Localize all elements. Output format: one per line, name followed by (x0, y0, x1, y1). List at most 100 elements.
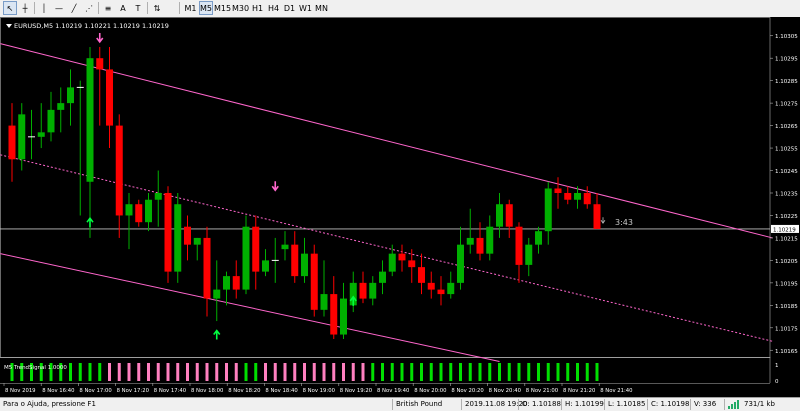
time-tick-label: 8 Nov 18:40 (265, 388, 298, 394)
equidistant-channel-icon[interactable]: ⋰ (85, 3, 93, 13)
chevron-down-icon[interactable] (6, 24, 12, 28)
status-profile[interactable]: British Pound (396, 400, 443, 408)
channel-upper-line[interactable] (0, 43, 773, 239)
status-close: C: 1.10198 (651, 400, 690, 408)
timeframe-m5-button[interactable]: M5 (199, 1, 213, 15)
price-tick-label: 1.10275 (775, 102, 798, 108)
candle-body (535, 231, 542, 245)
timeframe-d1-button[interactable]: D1 (283, 3, 296, 13)
candle-body (330, 294, 338, 335)
trend-signal-bar (429, 363, 433, 381)
channel-lines[interactable] (0, 43, 773, 362)
candle-body (301, 253, 308, 277)
trend-signal-bar (20, 363, 24, 381)
candle-body (554, 188, 562, 193)
trend-signal-bar (351, 363, 355, 381)
trend-signal-bar (264, 363, 267, 381)
candle-body (398, 253, 406, 261)
candle-body (115, 125, 123, 216)
trend-signal-bar (361, 363, 365, 381)
price-chart[interactable]: 1.10305 1.10295 1.10285 1.10275 1.10265 1.102… (0, 17, 800, 397)
sell-signal-arrow-icon (96, 32, 104, 44)
candle-body (379, 271, 386, 283)
channel-middle-line[interactable] (0, 154, 773, 342)
candle-body (262, 260, 269, 272)
trend-signal-bar (459, 363, 462, 381)
time-tick-label: 8 Nov 20:00 (414, 388, 447, 394)
time-tick-label: 8 Nov 16:40 (42, 388, 75, 394)
indicator-window[interactable]: M5 TrendSignal 1.0000 1 0 (0, 357, 779, 385)
candle-body (310, 253, 318, 310)
trend-signal-bar (283, 363, 287, 381)
chart-window[interactable]: 1.10305 1.10295 1.10285 1.10275 1.10265 1.102… (0, 17, 800, 397)
trend-signal-bar (566, 363, 570, 381)
time-tick-label: 8 Nov 17:00 (79, 388, 112, 394)
timeframe-m30-button[interactable]: M30 (231, 3, 250, 13)
status-high: H: 1.10199 (565, 400, 604, 408)
candle-body (359, 282, 367, 299)
trendline-icon[interactable]: ╱ (71, 3, 77, 13)
cursor-icon[interactable]: ↖ (3, 1, 17, 15)
candle-body (86, 58, 94, 182)
timeframe-h1-button[interactable]: H1 (251, 3, 264, 13)
timeframe-mn-button[interactable]: MN (315, 3, 328, 13)
candle-body (67, 87, 74, 104)
candle-body (476, 237, 484, 254)
buy-signal-arrow-icon (349, 295, 357, 306)
time-tick-label: 8 Nov 19:20 (340, 388, 373, 394)
trend-signal-bar (390, 363, 394, 381)
trend-signal-bar (88, 363, 92, 381)
price-tick-label: 1.10175 (775, 326, 798, 332)
candle-body (135, 204, 143, 223)
candle-body (544, 188, 552, 232)
current-price-label: 1.10219 (773, 227, 796, 233)
candle-body (593, 204, 601, 229)
trend-signal-bar (78, 363, 82, 381)
candle-body (203, 237, 211, 299)
trend-signal-bar (585, 363, 589, 381)
text-icon[interactable]: A (120, 3, 126, 13)
buy-signal-arrow-icon (86, 216, 94, 228)
trend-signal-bar (49, 363, 53, 381)
trend-signal-bar (98, 363, 102, 381)
candle-body (408, 260, 416, 268)
connection-bars-icon[interactable] (728, 400, 741, 409)
price-axis[interactable]: 1.10305 1.10295 1.10285 1.10275 1.10265 1.102… (770, 34, 799, 355)
candle-body (418, 267, 425, 283)
candle-body (184, 226, 191, 245)
trend-signal-bar (312, 363, 316, 381)
price-tick-label: 1.10185 (775, 304, 798, 310)
timeframe-m1-button[interactable]: M1 (184, 3, 197, 13)
timeframe-h4-button[interactable]: H4 (267, 3, 280, 13)
vertical-line-icon[interactable]: │ (41, 3, 47, 13)
candle-body (193, 237, 201, 245)
candle-body (232, 276, 240, 290)
time-tick-label: 8 Nov 18:20 (228, 388, 261, 394)
status-help: Para o Ajuda, pressione F1 (3, 400, 96, 408)
candle-body (154, 192, 162, 200)
time-tick-label: 8 Nov 20:20 (451, 388, 484, 394)
trend-signal-bar (10, 363, 14, 381)
text-label-icon[interactable]: T (135, 3, 141, 13)
candle-body (447, 282, 455, 295)
status-bar: Para o Ajuda, pressione F1 British Pound… (0, 397, 800, 411)
trend-signal-bar (478, 363, 482, 381)
price-tick-label: 1.10305 (775, 34, 798, 40)
timeframe-w1-button[interactable]: W1 (299, 3, 312, 13)
horizontal-line-icon[interactable]: — (55, 3, 63, 13)
time-axis[interactable]: 8 Nov 2019 8 Nov 16:40 8 Nov 17:00 8 Nov 17… (3, 383, 633, 394)
candle-body (106, 69, 113, 126)
time-tick-label: 8 Nov 19:40 (377, 388, 410, 394)
time-tick-label: 8 Nov 17:20 (117, 388, 150, 394)
channel-lower-line[interactable] (0, 253, 500, 362)
crosshair-icon[interactable]: ┼ (22, 3, 28, 13)
status-open: O: 1.10188 (522, 400, 561, 408)
timeframe-m15-button[interactable]: M15 (213, 3, 232, 13)
trend-signal-bar (108, 363, 111, 381)
trend-signal-bar (468, 363, 472, 381)
price-tick-label: 1.10215 (775, 236, 798, 242)
arrow-objects-icon[interactable]: ⇅ (153, 3, 161, 13)
trend-signal-bar (117, 363, 121, 381)
candle-body (252, 226, 260, 272)
fibonacci-icon[interactable]: ≡ (104, 3, 112, 13)
